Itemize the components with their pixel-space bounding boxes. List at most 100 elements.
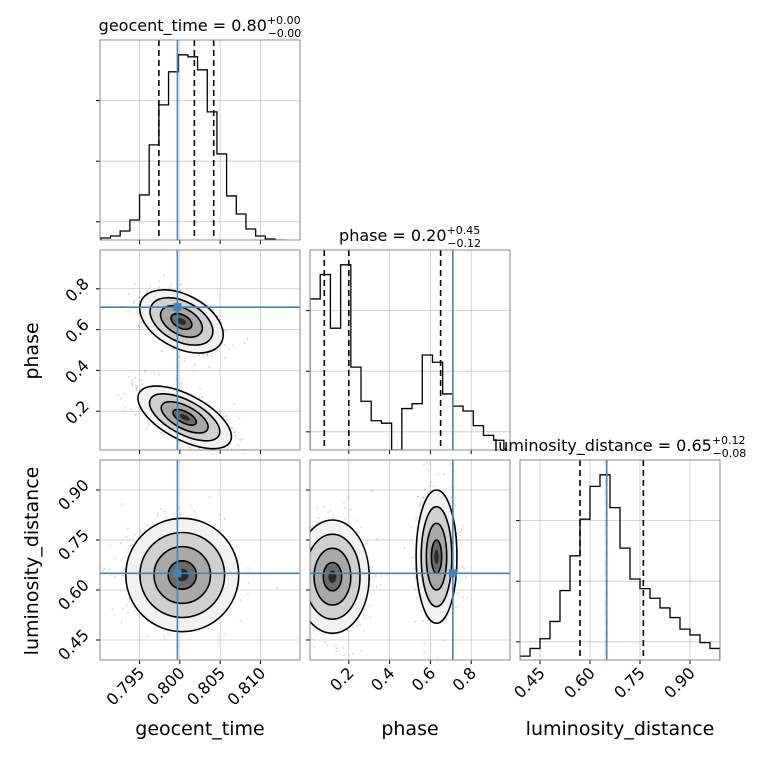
sample-point: [369, 577, 372, 580]
sample-point: [326, 644, 328, 647]
sample-point: [332, 513, 334, 516]
truth-marker: [173, 303, 182, 312]
sample-point: [220, 410, 223, 413]
y-tick-label: 0.4: [61, 356, 92, 387]
sample-point: [379, 583, 382, 586]
x-tick-label: 0.795: [103, 663, 149, 709]
x-tick-label: 0.805: [183, 663, 229, 709]
histogram-step: [520, 474, 720, 660]
sample-point: [146, 524, 148, 527]
sample-point: [125, 536, 128, 539]
sample-point: [306, 586, 308, 588]
title-minus: −0.00: [268, 27, 302, 40]
sample-point: [289, 585, 291, 587]
sample-point: [454, 497, 457, 499]
sample-point: [428, 463, 431, 465]
truth-marker: [173, 569, 182, 578]
sample-point: [329, 510, 332, 512]
density-level: [176, 317, 187, 325]
sample-point: [144, 370, 147, 373]
sample-point: [131, 379, 134, 382]
sample-point: [456, 532, 459, 535]
sample-point: [135, 389, 138, 392]
sample-point: [335, 650, 338, 653]
title-text: luminosity_distance = 0.65: [494, 436, 712, 456]
sample-point: [189, 446, 192, 449]
histogram-bars: [310, 250, 505, 450]
histogram-panel-luminosity-distance: 0.45 0.60 0.75 0.90: [510, 459, 721, 702]
contour-line: [172, 408, 198, 426]
sample-point: [307, 562, 309, 564]
sample-point: [229, 541, 232, 543]
sample-point: [421, 620, 424, 622]
sample-point: [460, 529, 463, 531]
contour-line: [425, 522, 448, 591]
sample-point: [122, 574, 124, 577]
x-tick-label: 0.75: [610, 663, 649, 702]
histogram-bars: [520, 460, 720, 660]
sample-point: [225, 330, 227, 333]
sample-point: [306, 570, 308, 572]
sample-point: [192, 453, 194, 455]
sample-point: [421, 501, 424, 503]
sample-point: [413, 567, 416, 570]
sample-point: [137, 313, 139, 315]
sample-point: [403, 547, 406, 549]
sample-point: [179, 283, 182, 286]
axes-frame: [309, 249, 511, 451]
sample-point: [308, 630, 310, 632]
sample-point: [128, 375, 131, 378]
sample-point: [193, 355, 196, 358]
sample-point: [462, 565, 464, 568]
sample-point: [212, 308, 215, 311]
sample-point: [248, 468, 250, 470]
sample-point: [145, 428, 148, 431]
sample-point: [93, 281, 95, 283]
sample-point: [416, 597, 419, 600]
sample-point: [302, 558, 304, 560]
sample-point: [127, 310, 129, 313]
sample-point: [232, 402, 235, 405]
sample-point: [437, 473, 440, 476]
axes-frame: [99, 39, 301, 241]
title-geocent-time: geocent_time = 0.80+0.00 −0.00: [99, 14, 302, 40]
sample-point: [375, 586, 378, 588]
density-area: [289, 460, 510, 660]
sample-point: [368, 615, 371, 618]
sample-point: [415, 516, 418, 519]
sample-point: [224, 464, 226, 466]
sample-point: [296, 567, 298, 569]
scatter-panel-phase-luminosity-distance: 0.2 0.4 0.6 0.8: [289, 459, 511, 695]
sample-point: [140, 379, 142, 382]
sample-point: [424, 488, 426, 491]
sample-point: [134, 377, 137, 380]
sample-point: [111, 607, 114, 610]
sample-point: [423, 651, 426, 654]
sample-point: [146, 420, 149, 423]
sample-point: [198, 354, 201, 356]
sample-point: [443, 472, 445, 475]
axes-frame: [99, 459, 301, 661]
sample-point: [342, 647, 345, 649]
sample-point: [162, 433, 165, 436]
sample-point: [307, 595, 309, 597]
sample-point: [293, 532, 295, 534]
sample-point: [239, 438, 242, 441]
sample-point: [351, 626, 354, 629]
sample-point: [246, 592, 249, 595]
contour-line: [415, 489, 458, 625]
title-plus: +0.45: [447, 224, 481, 237]
x-tick-label: 0.800: [143, 663, 189, 709]
title-phase: phase = 0.20+0.45 −0.12: [339, 224, 481, 250]
sample-point: [223, 518, 226, 521]
sample-point: [458, 531, 461, 534]
sample-point: [139, 530, 142, 533]
sample-point: [180, 382, 183, 384]
sample-point: [428, 484, 431, 487]
sample-point: [206, 353, 209, 356]
sample-point: [307, 595, 309, 597]
sample-point: [218, 295, 221, 298]
sample-point: [306, 578, 308, 580]
x-tick-label: 0.60: [560, 663, 599, 702]
